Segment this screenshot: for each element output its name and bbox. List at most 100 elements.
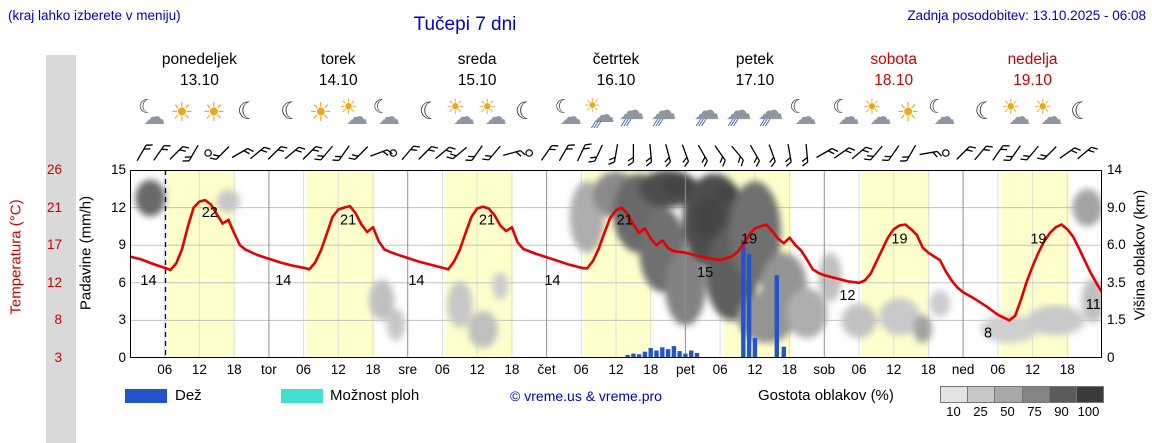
wind-barb-icon	[714, 145, 726, 167]
weather-icon-moon: ☾	[274, 97, 308, 133]
rain-legend-label: Dež	[175, 387, 202, 404]
wind-barb-icon	[627, 144, 635, 167]
weather-icon-rain: ☁ ∕∕∕	[755, 97, 789, 133]
last-update-text: Zadnja posodobitev: 13.10.2025 - 06:08	[907, 8, 1146, 23]
day-headers: ponedeljek 13.10 torek 14.10 sreda 15.10 četrt…	[130, 51, 1102, 95]
time-label: 12	[191, 362, 207, 377]
sun-glyph: ☀	[862, 96, 882, 119]
wind-barb-icon	[881, 145, 900, 162]
wind-barb-icon	[370, 149, 393, 157]
wind-barb-icon	[302, 146, 323, 160]
sun-glyph: ☀	[1033, 96, 1053, 119]
wind-barb-icon	[465, 145, 483, 162]
precipitation-tick: 0	[118, 350, 126, 365]
moon-glyph: ☾	[1070, 98, 1092, 125]
moon-glyph: ☾	[418, 98, 441, 125]
time-label: 06	[157, 362, 173, 377]
wind-barb-icon	[482, 145, 501, 161]
wind-barb-icon	[992, 144, 1010, 161]
day-name: sobota	[870, 51, 917, 68]
location-hint: (kraj lahko izberete v meniju)	[8, 8, 181, 23]
wind-barb-icon	[749, 144, 760, 167]
calm-wind-icon	[204, 149, 212, 157]
wind-barb-icon	[664, 144, 672, 167]
weather-icon-sun-cloud: ☀ ☁	[861, 97, 895, 133]
temperature-tick: 21	[46, 199, 62, 215]
day-abbr-label: pet	[676, 362, 695, 377]
time-label: 18	[643, 362, 659, 377]
page-title: Tučepi 7 dni	[413, 14, 517, 35]
day-abbr-label: čet	[537, 362, 556, 377]
weather-icon-sun: ☀	[306, 97, 340, 133]
cloud-glyph: ☁	[1040, 104, 1063, 129]
left-margin-strip	[46, 55, 76, 443]
weather-icon-moon: ☾	[509, 97, 543, 133]
time-label: 06	[434, 362, 450, 377]
weather-icon-sun: ☀	[167, 97, 201, 133]
wind-barb-icon	[588, 144, 603, 163]
temperature-tick: 17	[46, 237, 62, 253]
wind-barb-icon	[1037, 146, 1057, 160]
wind-barb-icon	[1077, 146, 1098, 160]
copyright-link[interactable]: © vreme.us & vreme.pro	[510, 388, 662, 404]
precipitation-tick: 6	[118, 274, 126, 290]
cloud-density-tick: 100	[1077, 404, 1100, 419]
cloud-glyph: ☁	[592, 102, 615, 127]
day-abbr-label: sre	[398, 362, 418, 377]
time-label: 06	[296, 362, 312, 377]
wind-barb-icon	[136, 144, 153, 162]
sun-glyph: ☀	[896, 97, 920, 127]
wind-barb-icon	[833, 147, 856, 159]
weather-icon-sun-cloud: ☀ ☁	[445, 97, 479, 133]
wind-barb-icon	[540, 144, 559, 161]
time-label: 18	[226, 362, 242, 377]
wind-barb-icon	[768, 144, 776, 168]
weather-icon-rain: ☁ ∕∕∕	[723, 97, 757, 133]
sun-glyph: ☀	[338, 96, 358, 119]
time-label: 18	[365, 362, 381, 377]
wind-barb-icon	[816, 147, 839, 159]
cloud-density-tick: 50	[1000, 404, 1015, 419]
time-label: 12	[330, 362, 346, 377]
weather-icon-sun-cloud: ☀ ☁	[1000, 97, 1034, 133]
wind-barb-icon	[209, 146, 230, 160]
cloud-glyph: ☁	[1008, 104, 1031, 129]
sun-glyph: ☀	[1001, 96, 1021, 119]
time-label: 18	[1059, 362, 1075, 377]
cloud-density-swatch	[968, 387, 996, 402]
cloud-density-tick: 25	[973, 404, 988, 419]
day-date: 15.10	[457, 72, 497, 89]
cloud-density-label: Gostota oblakov (%)	[758, 387, 894, 404]
cloud-height-tick: 3.5	[1107, 274, 1126, 290]
svg-text:19: 19	[741, 231, 757, 247]
sun-glyph: ☀	[583, 96, 601, 117]
weather-icon-moon-cloud: ☾ ☁	[552, 97, 586, 133]
weather-icon-moon-cloud: ☾ ☁	[135, 97, 169, 133]
time-label: 06	[990, 362, 1006, 377]
day-abbr-label: sob	[813, 362, 836, 377]
day-name: četrtek	[592, 51, 640, 68]
wind-barb-icon	[284, 146, 306, 160]
wind-barb-icon	[231, 147, 254, 159]
cloud-density-tick: 90	[1054, 404, 1069, 419]
wind-barb-icon	[249, 146, 271, 160]
weather-icons-row: ☾ ☁ ☀ ☀ ☾ ☾ ☀ ☀ ☁ ☾ ☁ ☾ ☀ ☁ ☀ ☁ ☾ ☾ ☁ ☀ ☁ ∕∕∕ ☁ ∕∕∕ ☁ ∕∕∕ ☁ ∕∕∕ ☁ ∕∕∕…	[130, 97, 1102, 137]
day-date: 19.10	[1013, 72, 1052, 89]
day-date: 13.10	[180, 72, 219, 89]
cloud-height-tick: 9.0	[1107, 199, 1126, 215]
svg-text:11: 11	[1086, 297, 1101, 313]
cloud-glyph: ☁	[725, 95, 752, 125]
weather-icon-sun-rain: ☀ ☁ ∕∕∕	[584, 97, 618, 133]
temperature-tick: 12	[46, 274, 62, 290]
drops-glyph: ∕∕∕	[622, 118, 631, 129]
svg-text:19: 19	[891, 231, 907, 247]
weather-icon-sun-cloud: ☀ ☁	[338, 97, 372, 133]
time-axis-labels: 06 12 18 tor 06 12 18 sre 06 12 18 čet 06 12 18 pet 06 12…	[130, 362, 1102, 380]
svg-text:21: 21	[340, 213, 356, 229]
time-label: 12	[886, 362, 902, 377]
weather-icon-moon: ☾	[968, 97, 1002, 133]
weather-icon-sun-cloud: ☀ ☁	[1032, 97, 1066, 133]
precipitation-tick: 9	[118, 237, 126, 253]
day-date: 17.10	[735, 72, 775, 89]
wind-barb-icon	[1059, 147, 1081, 159]
